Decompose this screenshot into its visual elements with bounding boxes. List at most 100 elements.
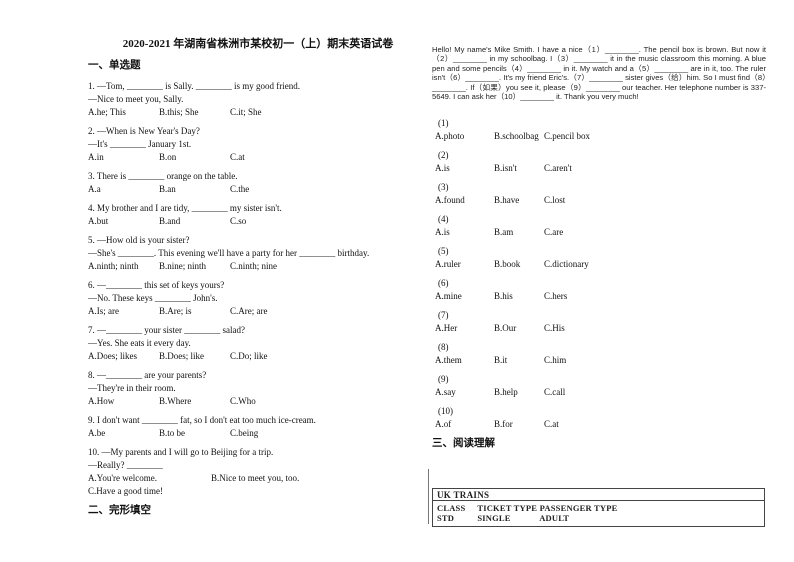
option-a: A.Does; likes <box>88 351 137 361</box>
question-text-line: —Nice to meet you, Sally. <box>88 94 184 104</box>
options-row: A.ninth; ninth B.nine; ninth C.ninth; nine <box>88 260 428 273</box>
cloze-item-6: (6) A.mine B.his C.hers <box>432 277 766 303</box>
cloze-item-7: (7) A.Her B.Our C.His <box>432 309 766 335</box>
cloze-passage: Hello! My name's Mike Smith. I have a ni… <box>432 45 766 102</box>
option-a: A.You're welcome. <box>88 473 157 483</box>
question-5: 5. —How old is your sister? —She's ______… <box>88 234 428 273</box>
question-6: 6. —________ this set of keys yours? —No.… <box>88 279 428 318</box>
option-b: B.Where <box>159 396 192 406</box>
option-b: B.isn't <box>494 163 517 174</box>
options-row: A.is B.isn't C.aren't <box>432 162 766 175</box>
option-a: A.is <box>435 227 450 238</box>
question-3: 3. There is ________ orange on the table… <box>88 170 428 196</box>
option-c: C.it; She <box>230 107 262 117</box>
option-b: B.have <box>494 195 520 206</box>
question-text-line: —It's ________ January 1st. <box>88 139 192 149</box>
option-c: C.so <box>230 216 247 226</box>
cloze-item-number: (8) <box>438 342 449 353</box>
option-b: B.Nice to meet you, too. <box>211 473 300 483</box>
option-a: A.say <box>435 387 456 398</box>
question-text-line: 10. —My parents and I will go to Beijing… <box>88 447 274 457</box>
option-c: C.Have a good time! <box>88 486 163 496</box>
options-row: A.found B.have C.lost <box>432 194 766 207</box>
cloze-item-number: (2) <box>438 150 449 161</box>
option-a: A.a <box>88 184 101 194</box>
option-c: C.Who <box>230 396 256 406</box>
option-c: C.at <box>230 152 245 162</box>
options-row: A.in B.on C.at <box>88 151 428 164</box>
option-a: A.photo <box>435 131 465 142</box>
column-header-ticket-type: TICKET TYPE <box>477 503 538 513</box>
option-b: B.Are; is <box>159 306 192 316</box>
cloze-item-4: (4) A.is B.am C.are <box>432 213 766 239</box>
uk-trains-data-row: STD SINGLE ADULT <box>437 513 760 523</box>
question-7: 7. —________ your sister ________ salad?… <box>88 324 428 363</box>
option-b: B.Our <box>494 323 517 334</box>
uk-trains-table-title: UK TRAINS <box>433 489 764 501</box>
option-b: B.nine; ninth <box>159 261 206 271</box>
cloze-item-10: (10) A.of B.for C.at <box>432 405 766 431</box>
question-text-line: 6. —________ this set of keys yours? <box>88 280 225 290</box>
option-c: C.lost <box>544 195 566 206</box>
options-row: A.say B.help C.call <box>432 386 766 399</box>
option-c: C.call <box>544 387 566 398</box>
option-c: C.Are; are <box>230 306 268 316</box>
option-c: C.Do; like <box>230 351 268 361</box>
cloze-item-number: (9) <box>438 374 449 385</box>
option-b: B.Does; like <box>159 351 204 361</box>
cloze-items: (1) A.photo B.schoolbag C.pencil box (2) A.is… <box>432 117 766 431</box>
cloze-item-1: (1) A.photo B.schoolbag C.pencil box <box>432 117 766 143</box>
cloze-item-5: (5) A.ruler B.book C.dictionary <box>432 245 766 271</box>
cloze-item-number: (4) <box>438 214 449 225</box>
question-8: 8. —________ are your parents? —They're i… <box>88 369 428 408</box>
uk-trains-table: UK TRAINS CLASS TICKET TYPE PASSENGER TY… <box>432 488 765 527</box>
cloze-item-number: (7) <box>438 310 449 321</box>
options-row: C.Have a good time! <box>88 485 428 498</box>
option-c: C.hers <box>544 291 568 302</box>
options-row: A.photo B.schoolbag C.pencil box <box>432 130 766 143</box>
option-b: B.schoolbag <box>494 131 539 142</box>
option-b: B.am <box>494 227 514 238</box>
option-a: A.is <box>435 163 450 174</box>
option-c: C.His <box>544 323 565 334</box>
cloze-item-3: (3) A.found B.have C.lost <box>432 181 766 207</box>
cloze-item-number: (3) <box>438 182 449 193</box>
option-c: C.ninth; nine <box>230 261 277 271</box>
question-9: 9. I don't want ________ fat, so I don't… <box>88 414 428 440</box>
cloze-item-9: (9) A.say B.help C.call <box>432 373 766 399</box>
question-text-line: 8. —________ are your parents? <box>88 370 207 380</box>
cell-class-value: STD <box>437 513 455 523</box>
options-row: A.Does; likes B.Does; like C.Do; like <box>88 350 428 363</box>
option-a: A.Is; are <box>88 306 119 316</box>
option-a: A.be <box>88 428 106 438</box>
uk-trains-header-row: CLASS TICKET TYPE PASSENGER TYPE <box>437 503 760 513</box>
options-row: A.them B.it C.him <box>432 354 766 367</box>
question-text-line: 1. —Tom, ________ is Sally. ________ is … <box>88 81 301 91</box>
table-left-rule <box>428 469 429 524</box>
question-1: 1. —Tom, ________ is Sally. ________ is … <box>88 80 428 119</box>
right-column: Hello! My name's Mike Smith. I have a ni… <box>432 45 766 450</box>
options-row: A.is B.am C.are <box>432 226 766 239</box>
options-row: A.Her B.Our C.His <box>432 322 766 335</box>
question-text-line: 7. —________ your sister ________ salad? <box>88 325 245 335</box>
question-10: 10. —My parents and I will go to Beijing… <box>88 446 428 498</box>
question-text-line: 2. —When is New Year's Day? <box>88 126 200 136</box>
cloze-item-number: (1) <box>438 118 449 129</box>
options-row: A.be B.to be C.being <box>88 427 428 440</box>
option-a: A.found <box>435 195 465 206</box>
option-c: C.are <box>544 227 564 238</box>
option-b: B.book <box>494 259 521 270</box>
option-b: B.an <box>159 184 176 194</box>
option-b: B.for <box>494 419 513 430</box>
section-three-header: 三、阅读理解 <box>432 438 495 450</box>
options-row: A.How B.Where C.Who <box>88 395 428 408</box>
option-a: A.them <box>435 355 462 366</box>
question-text-line: 5. —How old is your sister? <box>88 235 190 245</box>
section-one-header: 一、单选题 <box>88 60 141 71</box>
option-c: C.at <box>544 419 559 430</box>
question-4: 4. My brother and I are tidy, ________ m… <box>88 202 428 228</box>
question-text-line: —Yes. She eats it every day. <box>88 338 191 348</box>
option-b: B.his <box>494 291 513 302</box>
options-row: A.You're welcome. B.Nice to meet you, too… <box>88 472 428 485</box>
section-two-header: 二、完形填空 <box>88 505 151 516</box>
